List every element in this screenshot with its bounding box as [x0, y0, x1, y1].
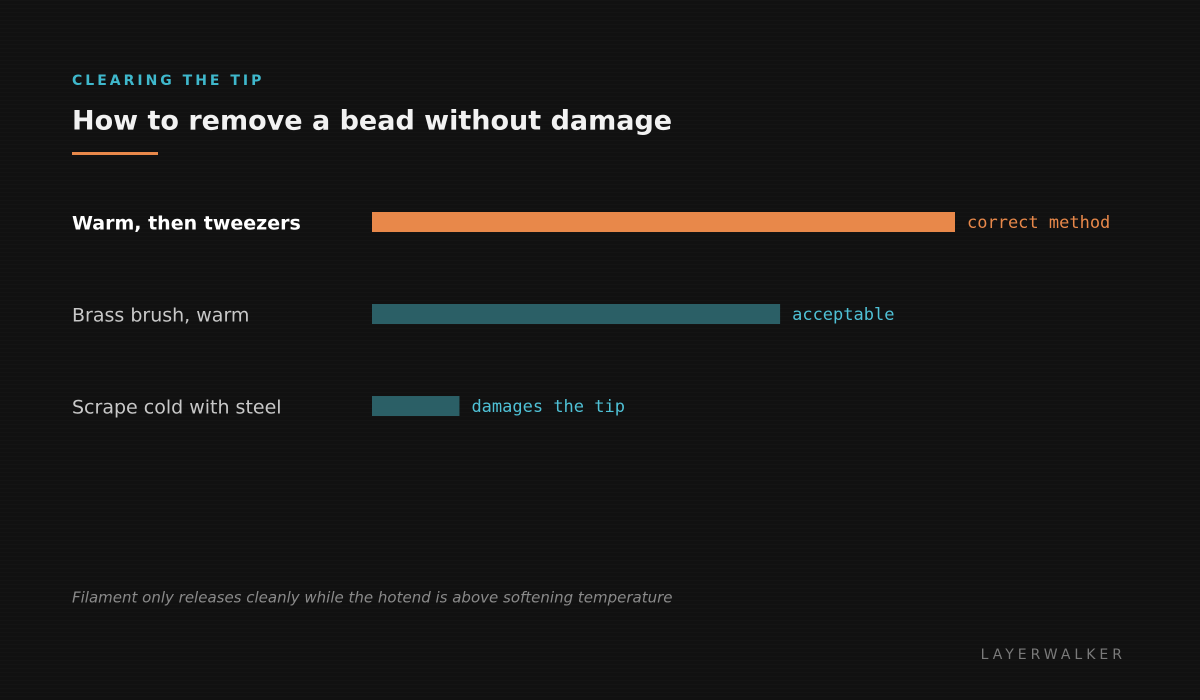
footnote: Filament only releases cleanly while the… [72, 589, 672, 607]
title-underline [72, 152, 158, 155]
bar [372, 304, 781, 324]
bar [372, 396, 460, 416]
bar-annotation: acceptable [792, 305, 894, 325]
brand: LAYERWALKER [981, 647, 1126, 663]
category-label: Brass brush, warm [72, 305, 249, 327]
category-label: Scrape cold with steel [72, 397, 282, 419]
bar-annotation: damages the tip [471, 397, 625, 417]
bar-annotation: correct method [967, 213, 1110, 233]
chart-title: How to remove a bead without damage [72, 106, 672, 137]
category-label: Warm, then tweezers [72, 213, 301, 235]
bar [372, 212, 955, 232]
kicker: CLEARING THE TIP [72, 73, 264, 89]
